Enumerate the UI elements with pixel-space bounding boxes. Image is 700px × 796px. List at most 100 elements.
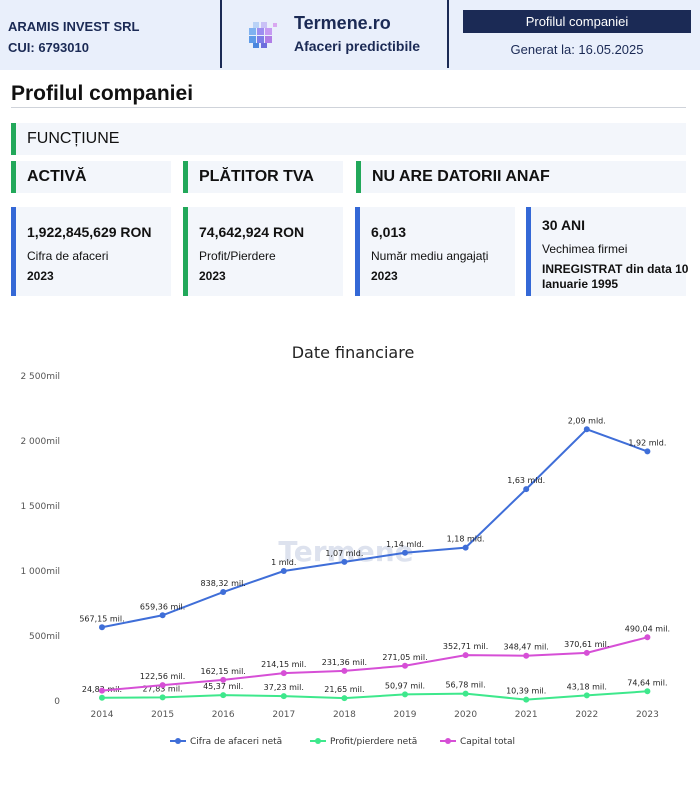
- card-label: Cifra de afaceri: [27, 249, 109, 263]
- data-point: [523, 486, 530, 493]
- data-point: [341, 667, 348, 674]
- data-point: [523, 696, 530, 703]
- chart-plot-area: 0 500mil 1 000mil 1 500mil 2 000mil 2 500mil 2…: [20, 372, 670, 747]
- card-value: 74,642,924 RON: [199, 224, 305, 240]
- data-point: [280, 568, 287, 574]
- data-label: 43,18 mil.: [567, 682, 607, 691]
- data-label: 1 mld.: [271, 558, 296, 567]
- card-value: 30 ANI: [542, 217, 586, 233]
- legend-marker: [175, 738, 181, 744]
- y-tick-label: 0: [54, 697, 60, 707]
- company-info: ARAMIS INVEST SRL CUI: 6793010: [8, 16, 139, 58]
- data-label: 10,39 mil.: [506, 687, 546, 696]
- chart-title: Date financiare: [292, 343, 415, 362]
- data-point: [220, 589, 227, 596]
- legend-marker: [315, 738, 321, 744]
- status-anaf-debt: NU ARE DATORII ANAF: [356, 161, 686, 193]
- header-divider: [447, 0, 449, 68]
- generated-date: Generat la: 16.05.2025: [510, 42, 644, 57]
- data-point: [220, 692, 227, 699]
- data-label: 271,05 mil.: [382, 653, 427, 662]
- data-point: [462, 544, 469, 551]
- report-badge: Profilul companiei: [463, 10, 691, 33]
- y-tick-label: 2 000mil: [20, 437, 60, 447]
- company-name: ARAMIS INVEST SRL: [8, 19, 140, 34]
- data-point: [341, 558, 348, 565]
- x-tick-label: 2018: [333, 710, 356, 720]
- card-year: 2023: [27, 269, 54, 283]
- header-bar: ARAMIS INVEST SRL CUI: 6793010 Termene.r…: [0, 0, 700, 70]
- status-active: ACTIVĂ: [11, 161, 171, 193]
- data-point: [159, 694, 166, 701]
- data-point: [402, 662, 408, 669]
- data-label: 352,71 mil.: [443, 642, 488, 651]
- card-label: Profit/Pierdere: [199, 249, 276, 263]
- data-label: 162,15 mil.: [201, 667, 246, 676]
- page-title: Profilul companiei: [11, 82, 194, 105]
- data-label: 45,37 mil.: [203, 682, 243, 691]
- data-label: 1,07 mld.: [325, 549, 363, 558]
- data-label: 231,36 mil.: [322, 658, 367, 667]
- x-tick-label: 2014: [91, 710, 114, 720]
- x-tick-label: 2016: [212, 710, 235, 720]
- data-point: [402, 549, 408, 556]
- cube-logo-icon: [249, 22, 277, 48]
- status-vat-payer: PLĂTITOR TVA: [183, 161, 343, 193]
- card-age: 30 ANI Vechimea firmei INREGISTRAT din d…: [526, 207, 688, 296]
- legend-marker: [445, 738, 451, 744]
- data-label: 21,65 mil.: [324, 685, 364, 694]
- data-point: [644, 634, 651, 641]
- brand-tagline: Afaceri predictibile: [294, 38, 421, 54]
- data-label: 838,32 mil.: [201, 579, 246, 588]
- card-year: 2023: [199, 269, 226, 283]
- data-label: 567,15 mil.: [79, 614, 124, 623]
- data-label: 659,36 mil.: [140, 602, 185, 611]
- data-label: 122,56 mil.: [140, 672, 185, 681]
- y-tick-label: 1 500mil: [20, 502, 60, 512]
- x-tick-label: 2019: [394, 710, 417, 720]
- data-label: 1,92 mld.: [628, 438, 666, 447]
- data-point: [644, 688, 651, 695]
- data-point: [462, 652, 469, 659]
- data-label: 1,18 mld.: [447, 535, 485, 544]
- function-section: FUNCȚIUNE: [11, 123, 686, 155]
- data-label: 50,97 mil.: [385, 681, 425, 690]
- card-year: 2023: [371, 269, 398, 283]
- x-tick-label: 2015: [151, 710, 174, 720]
- series-line: [101, 636, 648, 692]
- data-point: [644, 448, 651, 455]
- card-profit: 74,642,924 RON Profit/Pierdere 2023: [183, 207, 343, 296]
- card-value: 6,013: [371, 224, 407, 240]
- card-value: 1,922,845,629 RON: [27, 224, 152, 240]
- data-label: 27,83 mil.: [142, 684, 182, 693]
- x-tick-label: 2020: [454, 710, 477, 720]
- title-divider: [11, 107, 686, 108]
- data-point: [341, 695, 348, 702]
- x-tick-label: 2023: [636, 710, 659, 720]
- y-tick-label: 500mil: [29, 632, 60, 642]
- legend-label: Cifra de afaceri netă: [190, 737, 282, 747]
- brand-name: Termene.ro: [294, 13, 391, 33]
- card-label: Vechimea firmei: [542, 242, 628, 256]
- data-label: 74,64 mil.: [627, 678, 667, 687]
- data-point: [99, 624, 105, 631]
- legend-label: Capital total: [460, 737, 515, 747]
- header-divider: [220, 0, 222, 68]
- x-tick-label: 2021: [515, 710, 538, 720]
- data-point: [583, 426, 590, 433]
- card-employees: 6,013 Număr mediu angajați 2023: [355, 207, 515, 296]
- series-line: [101, 690, 648, 701]
- data-label: 490,04 mil.: [625, 624, 670, 633]
- series-line: [101, 428, 648, 629]
- data-label: 214,15 mil.: [261, 660, 306, 669]
- x-tick-label: 2022: [575, 710, 598, 720]
- card-label: Număr mediu angajați: [371, 249, 489, 263]
- data-label: 1,63 mld.: [507, 476, 545, 485]
- card-registration: INREGISTRAT din data 10 Ianuarie 1995: [542, 262, 689, 291]
- data-label: 37,23 mil.: [264, 683, 304, 692]
- data-label: 56,78 mil.: [445, 681, 485, 690]
- data-point: [99, 687, 105, 694]
- company-cui: CUI: 6793010: [8, 40, 89, 55]
- data-point: [583, 649, 590, 656]
